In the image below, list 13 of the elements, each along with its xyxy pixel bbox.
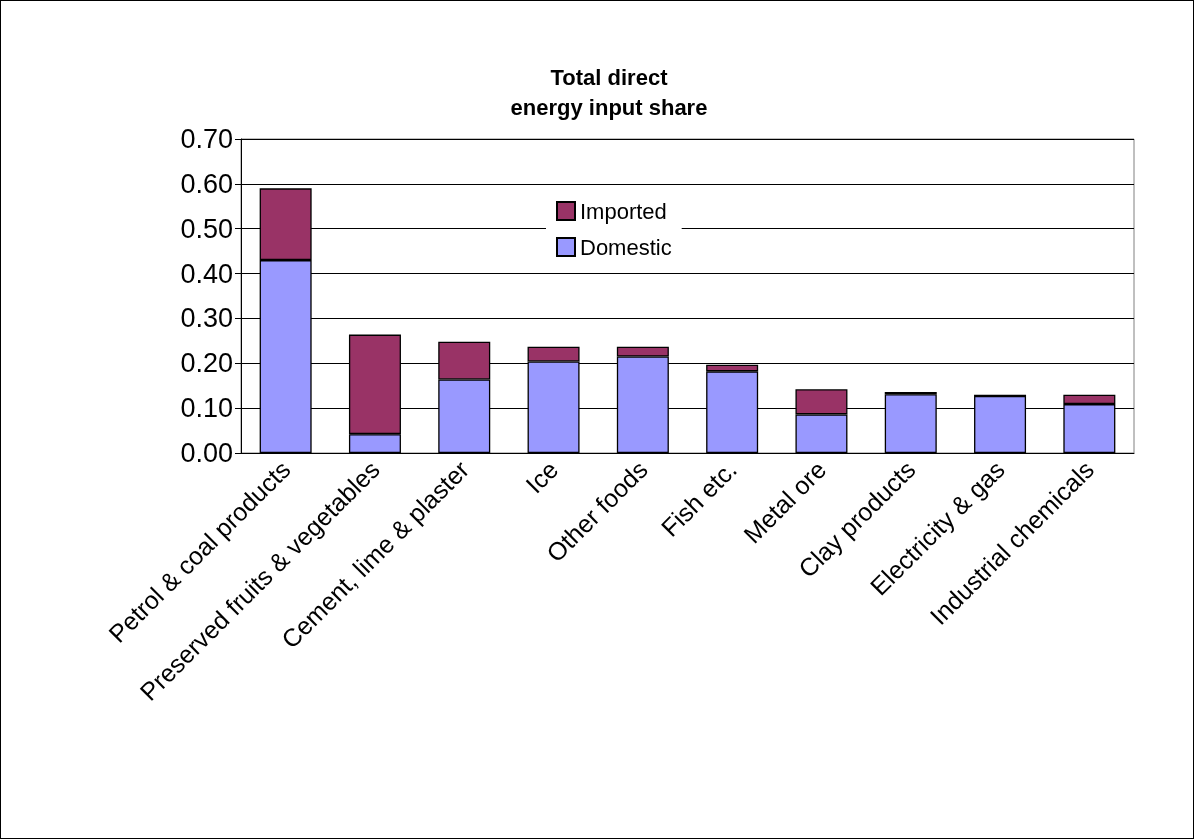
x-tick-label: Ice — [520, 455, 564, 499]
y-tick-label: 0.40 — [180, 258, 233, 289]
y-tick-label: 0.60 — [180, 168, 233, 199]
y-tick-label: 0.20 — [180, 348, 233, 379]
legend-label: Domestic — [580, 234, 672, 260]
y-tick-label: 0.50 — [180, 213, 233, 244]
y-tick-label: 0.00 — [180, 438, 233, 468]
y-tick-label: 0.70 — [180, 124, 233, 154]
legend-label: Imported — [580, 198, 667, 224]
x-tick-label: Fish etc. — [655, 455, 743, 542]
y-tick-label: 0.10 — [180, 393, 233, 424]
chart-title: Total direct energy input share — [510, 64, 708, 120]
y-tick-label: 0.30 — [180, 303, 233, 334]
